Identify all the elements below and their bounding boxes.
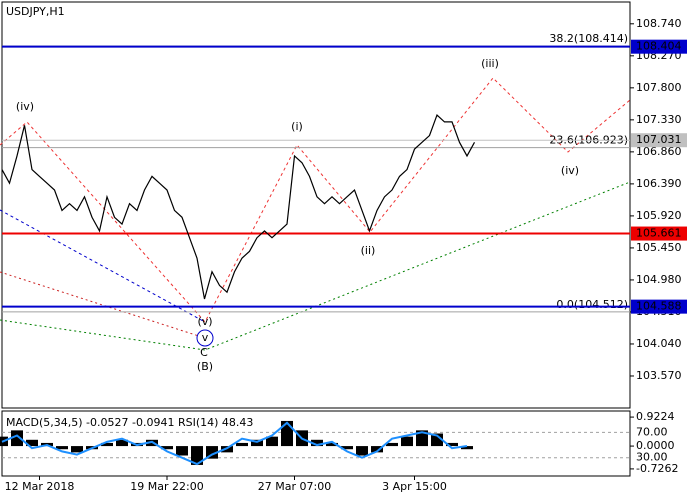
histogram-bar xyxy=(116,439,128,447)
wave-label: (v) xyxy=(197,315,212,328)
x-tick-label: 27 Mar 07:00 xyxy=(258,480,331,493)
main-frame xyxy=(1,1,631,409)
level-box xyxy=(631,299,687,314)
wave-label: v xyxy=(202,331,209,344)
histogram-bar xyxy=(176,446,188,456)
wave-label: (iv) xyxy=(16,100,34,113)
y-tick-label: 106.860 xyxy=(636,145,682,158)
histogram-bar xyxy=(386,442,398,447)
level-label: 107.031 xyxy=(636,133,682,146)
histogram-bar xyxy=(326,442,338,447)
histogram-bar xyxy=(251,439,263,447)
y2-tick-label: 70.00 xyxy=(636,425,668,438)
histogram-bar xyxy=(356,446,368,456)
wave-label: (iii) xyxy=(481,57,499,70)
price-line xyxy=(1,421,468,466)
y-tick-label: 107.800 xyxy=(636,81,682,94)
y-tick-label: 104.040 xyxy=(636,337,682,350)
histogram-bar xyxy=(341,446,353,450)
y-tick-label: 105.920 xyxy=(636,209,682,222)
level-label: 105.661 xyxy=(636,227,682,240)
histogram-bar xyxy=(56,446,68,450)
histogram-bar xyxy=(311,439,323,447)
wave-line xyxy=(0,209,206,323)
level-label: 108.404 xyxy=(636,40,682,53)
wave-line xyxy=(0,271,206,339)
histogram-bar xyxy=(191,446,203,465)
fib-label: 0.0(104.512) xyxy=(556,298,628,311)
histogram-bar xyxy=(101,442,113,447)
wave-line xyxy=(0,77,631,323)
y-tick-label: 0.9224 xyxy=(636,410,675,423)
y-tick-label: 105.450 xyxy=(636,241,682,254)
histogram-bar xyxy=(461,446,473,450)
y-tick-label: 103.570 xyxy=(636,369,682,382)
x-tick-label: 12 Mar 2018 xyxy=(5,480,75,493)
y-tick-label: 108.740 xyxy=(636,17,682,30)
fib-label: 38.2(108.414) xyxy=(549,32,628,45)
x-tick-label: 19 Mar 22:00 xyxy=(130,480,203,493)
wave-lines xyxy=(0,77,631,351)
histogram-bar xyxy=(161,446,173,450)
histogram-bar xyxy=(266,436,278,447)
wave-label: (ii) xyxy=(361,244,376,257)
y-tick-label: 106.390 xyxy=(636,177,682,190)
histogram-bar xyxy=(431,433,443,447)
level-box xyxy=(631,39,687,54)
histogram-bar xyxy=(416,430,428,447)
chart-title: USDJPY,H1 xyxy=(6,5,65,18)
x-tick-label: 3 Apr 15:00 xyxy=(382,480,447,493)
histogram-bar xyxy=(236,442,248,447)
histogram-bar xyxy=(401,436,413,447)
wave-label: C xyxy=(200,346,208,359)
indicator-title: MACD(5,34,5) -0.0527 -0.0941 RSI(14) 48.… xyxy=(6,416,253,429)
wave-line xyxy=(0,181,631,351)
histogram-bar xyxy=(11,430,23,447)
histogram-bar xyxy=(371,446,383,453)
level-box xyxy=(631,226,687,241)
wave-label: (i) xyxy=(291,120,303,133)
level-label: 104.588 xyxy=(636,300,682,313)
y-tick-label: 0.0000 xyxy=(636,439,675,452)
wave-label: (B) xyxy=(197,360,213,373)
wave-label: (iv) xyxy=(561,164,579,177)
histogram-bar xyxy=(446,442,458,447)
histogram-bar xyxy=(26,439,38,447)
wave-circle xyxy=(196,329,214,347)
y-tick-label: -0.7262 xyxy=(636,462,678,475)
histogram-bar xyxy=(281,420,293,447)
y-tick-label: 104.980 xyxy=(636,273,682,286)
y-tick-label: 107.330 xyxy=(636,113,682,126)
level-box xyxy=(631,133,687,148)
price-line xyxy=(1,114,476,300)
y2-tick-label: 30.00 xyxy=(636,451,668,464)
histogram-bar xyxy=(71,446,83,453)
